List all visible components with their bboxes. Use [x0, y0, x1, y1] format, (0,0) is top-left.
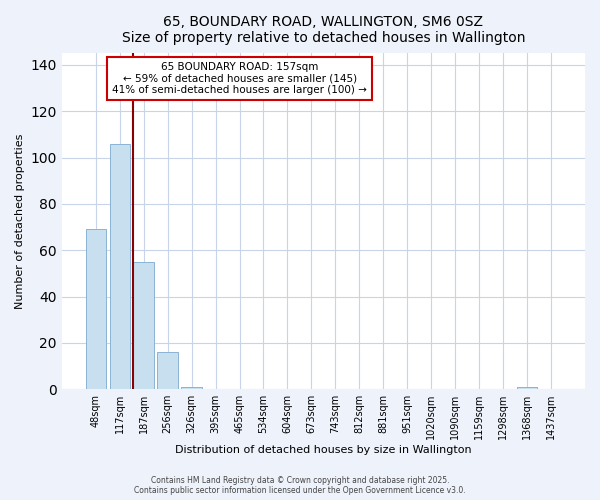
- Text: 65 BOUNDARY ROAD: 157sqm
← 59% of detached houses are smaller (145)
41% of semi-: 65 BOUNDARY ROAD: 157sqm ← 59% of detach…: [112, 62, 367, 95]
- X-axis label: Distribution of detached houses by size in Wallington: Distribution of detached houses by size …: [175, 445, 472, 455]
- Bar: [157, 352, 178, 389]
- Bar: [133, 262, 154, 389]
- Bar: [86, 230, 106, 389]
- Bar: [181, 387, 202, 389]
- Title: 65, BOUNDARY ROAD, WALLINGTON, SM6 0SZ
Size of property relative to detached hou: 65, BOUNDARY ROAD, WALLINGTON, SM6 0SZ S…: [122, 15, 525, 45]
- Bar: [110, 144, 130, 389]
- Bar: [517, 387, 537, 389]
- Text: Contains HM Land Registry data © Crown copyright and database right 2025.
Contai: Contains HM Land Registry data © Crown c…: [134, 476, 466, 495]
- Y-axis label: Number of detached properties: Number of detached properties: [15, 134, 25, 309]
